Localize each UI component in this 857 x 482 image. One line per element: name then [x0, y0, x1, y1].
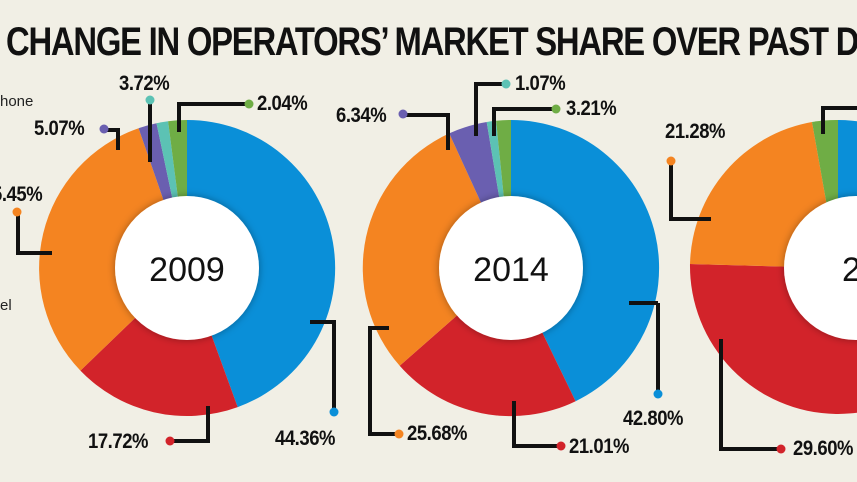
label-2009-orange: 5.45%: [0, 183, 43, 206]
label-2014-purple: 6.34%: [336, 104, 387, 127]
donut-2014: 2014: [362, 119, 660, 417]
legend-fragment-top: hone: [0, 93, 34, 110]
legend-fragment-bottom: el: [0, 297, 12, 314]
label-2014-red: 21.01%: [569, 435, 630, 458]
label-2009-red: 17.72%: [88, 430, 149, 453]
leader-lines-2014: [368, 82, 660, 448]
label-2014-teal: 1.07%: [515, 72, 566, 95]
label-2019-red: 29.60%: [793, 437, 854, 460]
year-2019: 2019: [842, 251, 857, 289]
label-2009-purple: 5.07%: [34, 117, 85, 140]
label-2009-green: 2.04%: [257, 92, 308, 115]
donut-2009: 2009: [39, 119, 336, 417]
page-title: CHANGE IN OPERATORS’ MARKET SHARE OVER P…: [6, 20, 857, 64]
donut-2019: 2019: [689, 119, 857, 414]
label-2019-orange: 21.28%: [665, 120, 726, 143]
label-2009-teal: 3.72%: [119, 72, 170, 95]
label-2014-green: 3.21%: [566, 97, 617, 120]
leader-dots-2009: [12, 95, 339, 446]
year-2014: 2014: [473, 251, 549, 289]
leader-lines-2009: [16, 101, 336, 443]
label-2014-orange: 25.68%: [407, 422, 468, 445]
year-2009: 2009: [149, 251, 225, 289]
label-2014-blue: 42.80%: [623, 407, 684, 430]
leader-dots-2014: [394, 79, 663, 451]
leader-dots-2019: [666, 156, 786, 454]
label-2009-blue: 44.36%: [275, 427, 336, 450]
leader-lines-2019: [669, 106, 857, 451]
